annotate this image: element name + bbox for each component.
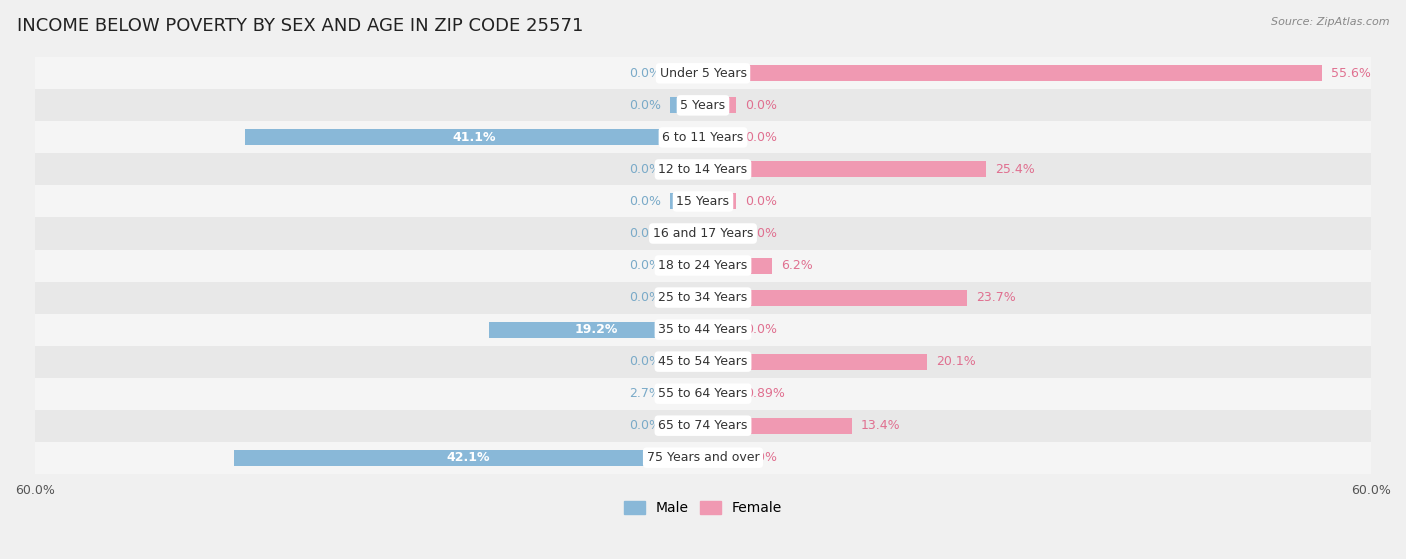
Text: 65 to 74 Years: 65 to 74 Years — [658, 419, 748, 432]
Text: 25.4%: 25.4% — [994, 163, 1035, 176]
Text: 0.0%: 0.0% — [745, 227, 778, 240]
Text: 0.0%: 0.0% — [745, 451, 778, 464]
Bar — [489, 321, 703, 338]
Bar — [669, 65, 703, 82]
Text: 12 to 14 Years: 12 to 14 Years — [658, 163, 748, 176]
Bar — [703, 290, 967, 306]
Bar — [35, 121, 1371, 153]
Text: 20.1%: 20.1% — [936, 355, 976, 368]
Text: 5 Years: 5 Years — [681, 99, 725, 112]
Bar — [669, 193, 703, 210]
Bar — [35, 249, 1371, 282]
Bar — [669, 290, 703, 306]
Text: 55 to 64 Years: 55 to 64 Years — [658, 387, 748, 400]
Text: 0.0%: 0.0% — [745, 99, 778, 112]
Bar — [669, 258, 703, 273]
Bar — [703, 65, 1322, 82]
Text: 15 Years: 15 Years — [676, 195, 730, 208]
Bar — [669, 386, 703, 402]
Bar — [35, 89, 1371, 121]
Text: INCOME BELOW POVERTY BY SEX AND AGE IN ZIP CODE 25571: INCOME BELOW POVERTY BY SEX AND AGE IN Z… — [17, 17, 583, 35]
Text: 25 to 34 Years: 25 to 34 Years — [658, 291, 748, 304]
Bar — [35, 186, 1371, 217]
Text: 0.0%: 0.0% — [628, 99, 661, 112]
Text: 0.0%: 0.0% — [628, 67, 661, 80]
Bar — [703, 354, 927, 369]
Bar — [35, 282, 1371, 314]
Text: 0.0%: 0.0% — [745, 195, 778, 208]
Text: 0.0%: 0.0% — [628, 163, 661, 176]
Bar — [35, 378, 1371, 410]
Text: 16 and 17 Years: 16 and 17 Years — [652, 227, 754, 240]
Bar — [669, 354, 703, 369]
Text: 13.4%: 13.4% — [860, 419, 901, 432]
Bar — [703, 418, 852, 434]
Bar — [235, 449, 703, 466]
Bar — [35, 58, 1371, 89]
Text: 55.6%: 55.6% — [1331, 67, 1371, 80]
Text: 35 to 44 Years: 35 to 44 Years — [658, 323, 748, 336]
Bar — [35, 345, 1371, 378]
Text: Source: ZipAtlas.com: Source: ZipAtlas.com — [1271, 17, 1389, 27]
Text: 0.0%: 0.0% — [628, 419, 661, 432]
Text: Under 5 Years: Under 5 Years — [659, 67, 747, 80]
Text: 18 to 24 Years: 18 to 24 Years — [658, 259, 748, 272]
Text: 0.0%: 0.0% — [745, 323, 778, 336]
Text: 6 to 11 Years: 6 to 11 Years — [662, 131, 744, 144]
Text: 19.2%: 19.2% — [575, 323, 617, 336]
Bar — [703, 449, 737, 466]
Text: 2.7%: 2.7% — [628, 387, 661, 400]
Text: 0.89%: 0.89% — [745, 387, 785, 400]
Bar — [35, 217, 1371, 249]
Text: 41.1%: 41.1% — [453, 131, 496, 144]
Bar — [669, 97, 703, 113]
Bar — [703, 162, 986, 177]
Bar — [669, 418, 703, 434]
Text: 0.0%: 0.0% — [745, 131, 778, 144]
Text: 42.1%: 42.1% — [447, 451, 491, 464]
Bar — [669, 225, 703, 241]
Bar — [703, 97, 737, 113]
Bar — [703, 386, 737, 402]
Text: 0.0%: 0.0% — [628, 195, 661, 208]
Bar — [35, 410, 1371, 442]
Bar — [669, 162, 703, 177]
Bar — [703, 321, 737, 338]
Bar — [35, 314, 1371, 345]
Bar — [703, 193, 737, 210]
Text: 75 Years and over: 75 Years and over — [647, 451, 759, 464]
Text: 6.2%: 6.2% — [780, 259, 813, 272]
Bar — [703, 225, 737, 241]
Text: 45 to 54 Years: 45 to 54 Years — [658, 355, 748, 368]
Bar — [35, 153, 1371, 186]
Bar — [703, 258, 772, 273]
Text: 0.0%: 0.0% — [628, 227, 661, 240]
Bar — [246, 129, 703, 145]
Text: 0.0%: 0.0% — [628, 291, 661, 304]
Text: 0.0%: 0.0% — [628, 259, 661, 272]
Bar — [703, 129, 737, 145]
Text: 23.7%: 23.7% — [976, 291, 1015, 304]
Text: 0.0%: 0.0% — [628, 355, 661, 368]
Legend: Male, Female: Male, Female — [619, 496, 787, 521]
Bar — [35, 442, 1371, 473]
